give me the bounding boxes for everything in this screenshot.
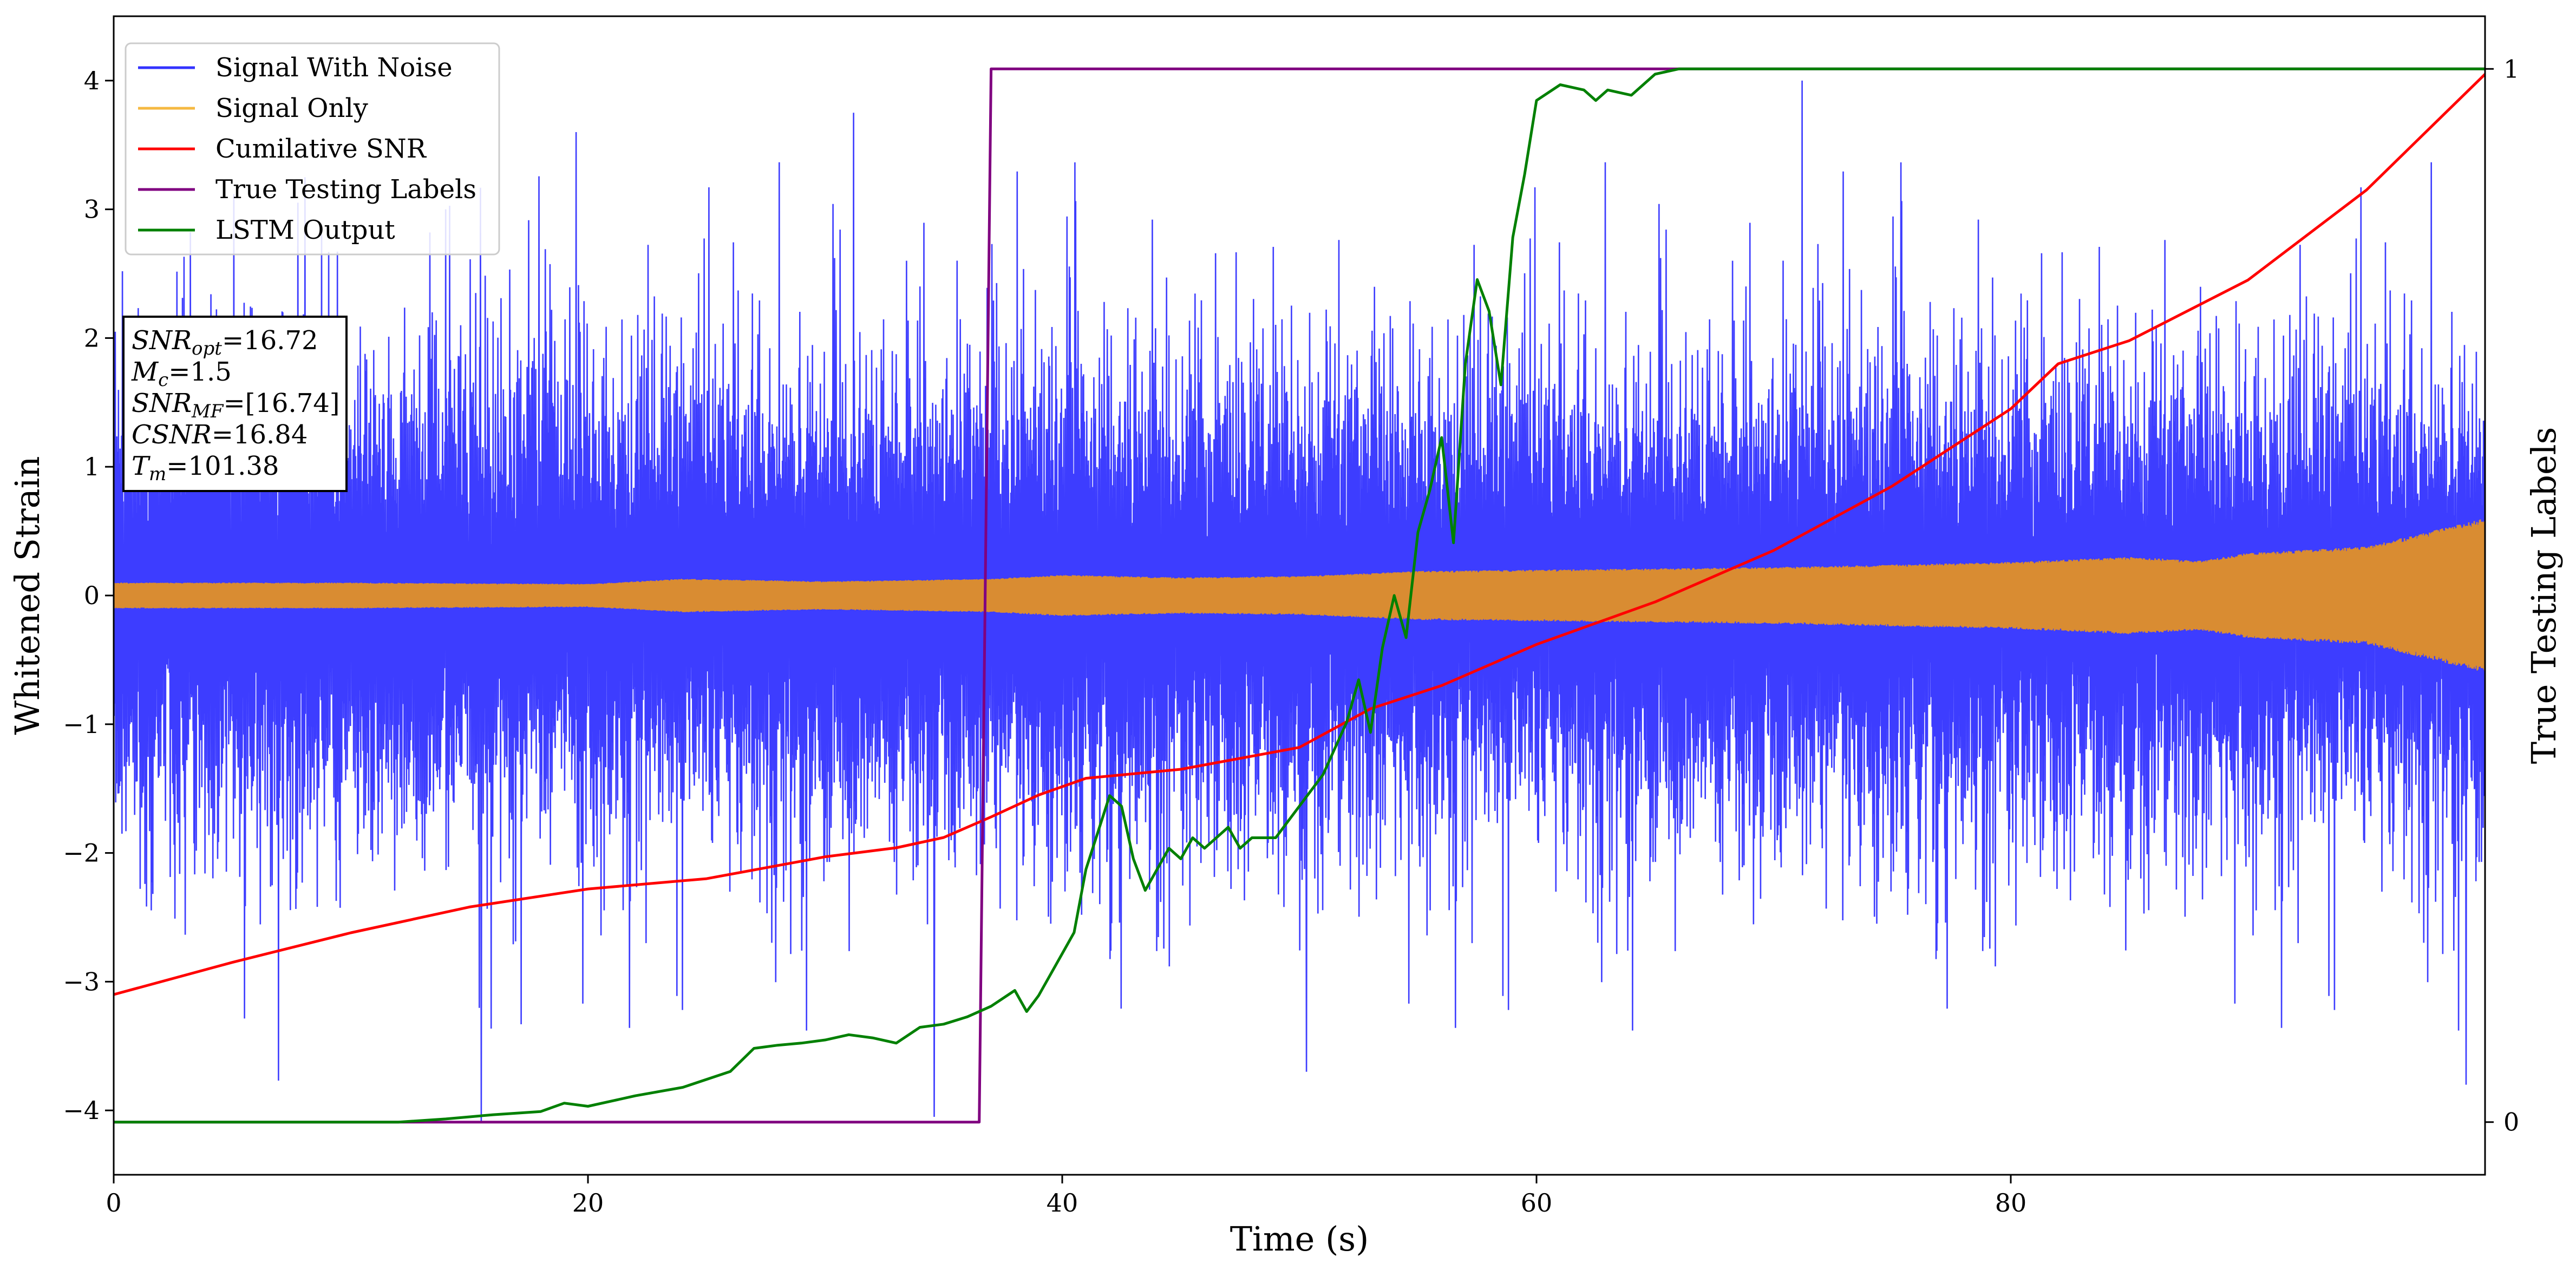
legend-label: LSTM Output [215, 215, 395, 245]
series-signal-only [114, 519, 2485, 671]
y2-tick-label: 0 [2503, 1108, 2519, 1137]
y-tick-label: −1 [63, 710, 100, 739]
y-tick-label: 4 [84, 66, 100, 95]
x-axis-title: Time (s) [1230, 1219, 1369, 1259]
y-tick-label: −4 [63, 1096, 100, 1125]
info-box-line: SNRMF=[16.74] [132, 388, 340, 422]
y-tick-label: −3 [63, 967, 100, 996]
y-axis-title: Whitened Strain [8, 456, 47, 735]
y-tick-label: 2 [84, 323, 100, 352]
y2-axis-title: True Testing Labels [2524, 427, 2564, 764]
legend-box [125, 42, 500, 256]
x-tick-label: 80 [1995, 1188, 2027, 1218]
y-tick-label: −2 [63, 839, 100, 868]
info-box-line: Tm=101.38 [132, 451, 279, 485]
y-axis-right: 01 [2485, 54, 2519, 1137]
x-tick-label: 0 [106, 1188, 121, 1218]
series-cumilative-snr [114, 73, 2485, 996]
y-tick-label: 3 [84, 195, 100, 224]
series-lstm-output [114, 67, 2485, 1124]
info-box-line: SNRopt=16.72 [132, 325, 318, 359]
y-tick-label: 0 [84, 581, 100, 610]
info-box-frame [122, 316, 348, 492]
x-tick-label: 20 [572, 1188, 604, 1218]
series-layer [114, 67, 2485, 1124]
legend-label: Signal Only [215, 93, 368, 123]
series-signal-with-noise [114, 80, 2485, 1123]
y-axis-left: −4 −3 −2 −1 0 1 2 3 4 [63, 66, 114, 1125]
legend-label: Signal With Noise [215, 53, 453, 83]
legend-label: Cumilative SNR [215, 134, 427, 164]
x-axis: 0 20 40 60 80 [106, 1175, 2026, 1218]
info-box-line: CSNR=16.84 [132, 420, 308, 450]
x-tick-label: 60 [1521, 1188, 1553, 1218]
x-tick-label: 40 [1047, 1188, 1078, 1218]
legend: Signal With Noise Signal Only Cumilative S… [125, 42, 500, 256]
y2-tick-label: 1 [2503, 54, 2519, 83]
y-tick-label: 1 [84, 452, 100, 481]
info-box-line: Mc=1.5 [131, 357, 232, 391]
info-box: SNRopt=16.72Mc=1.5SNRMF=[16.74]CSNR=16.8… [122, 316, 348, 492]
legend-label: True Testing Labels [215, 174, 476, 205]
